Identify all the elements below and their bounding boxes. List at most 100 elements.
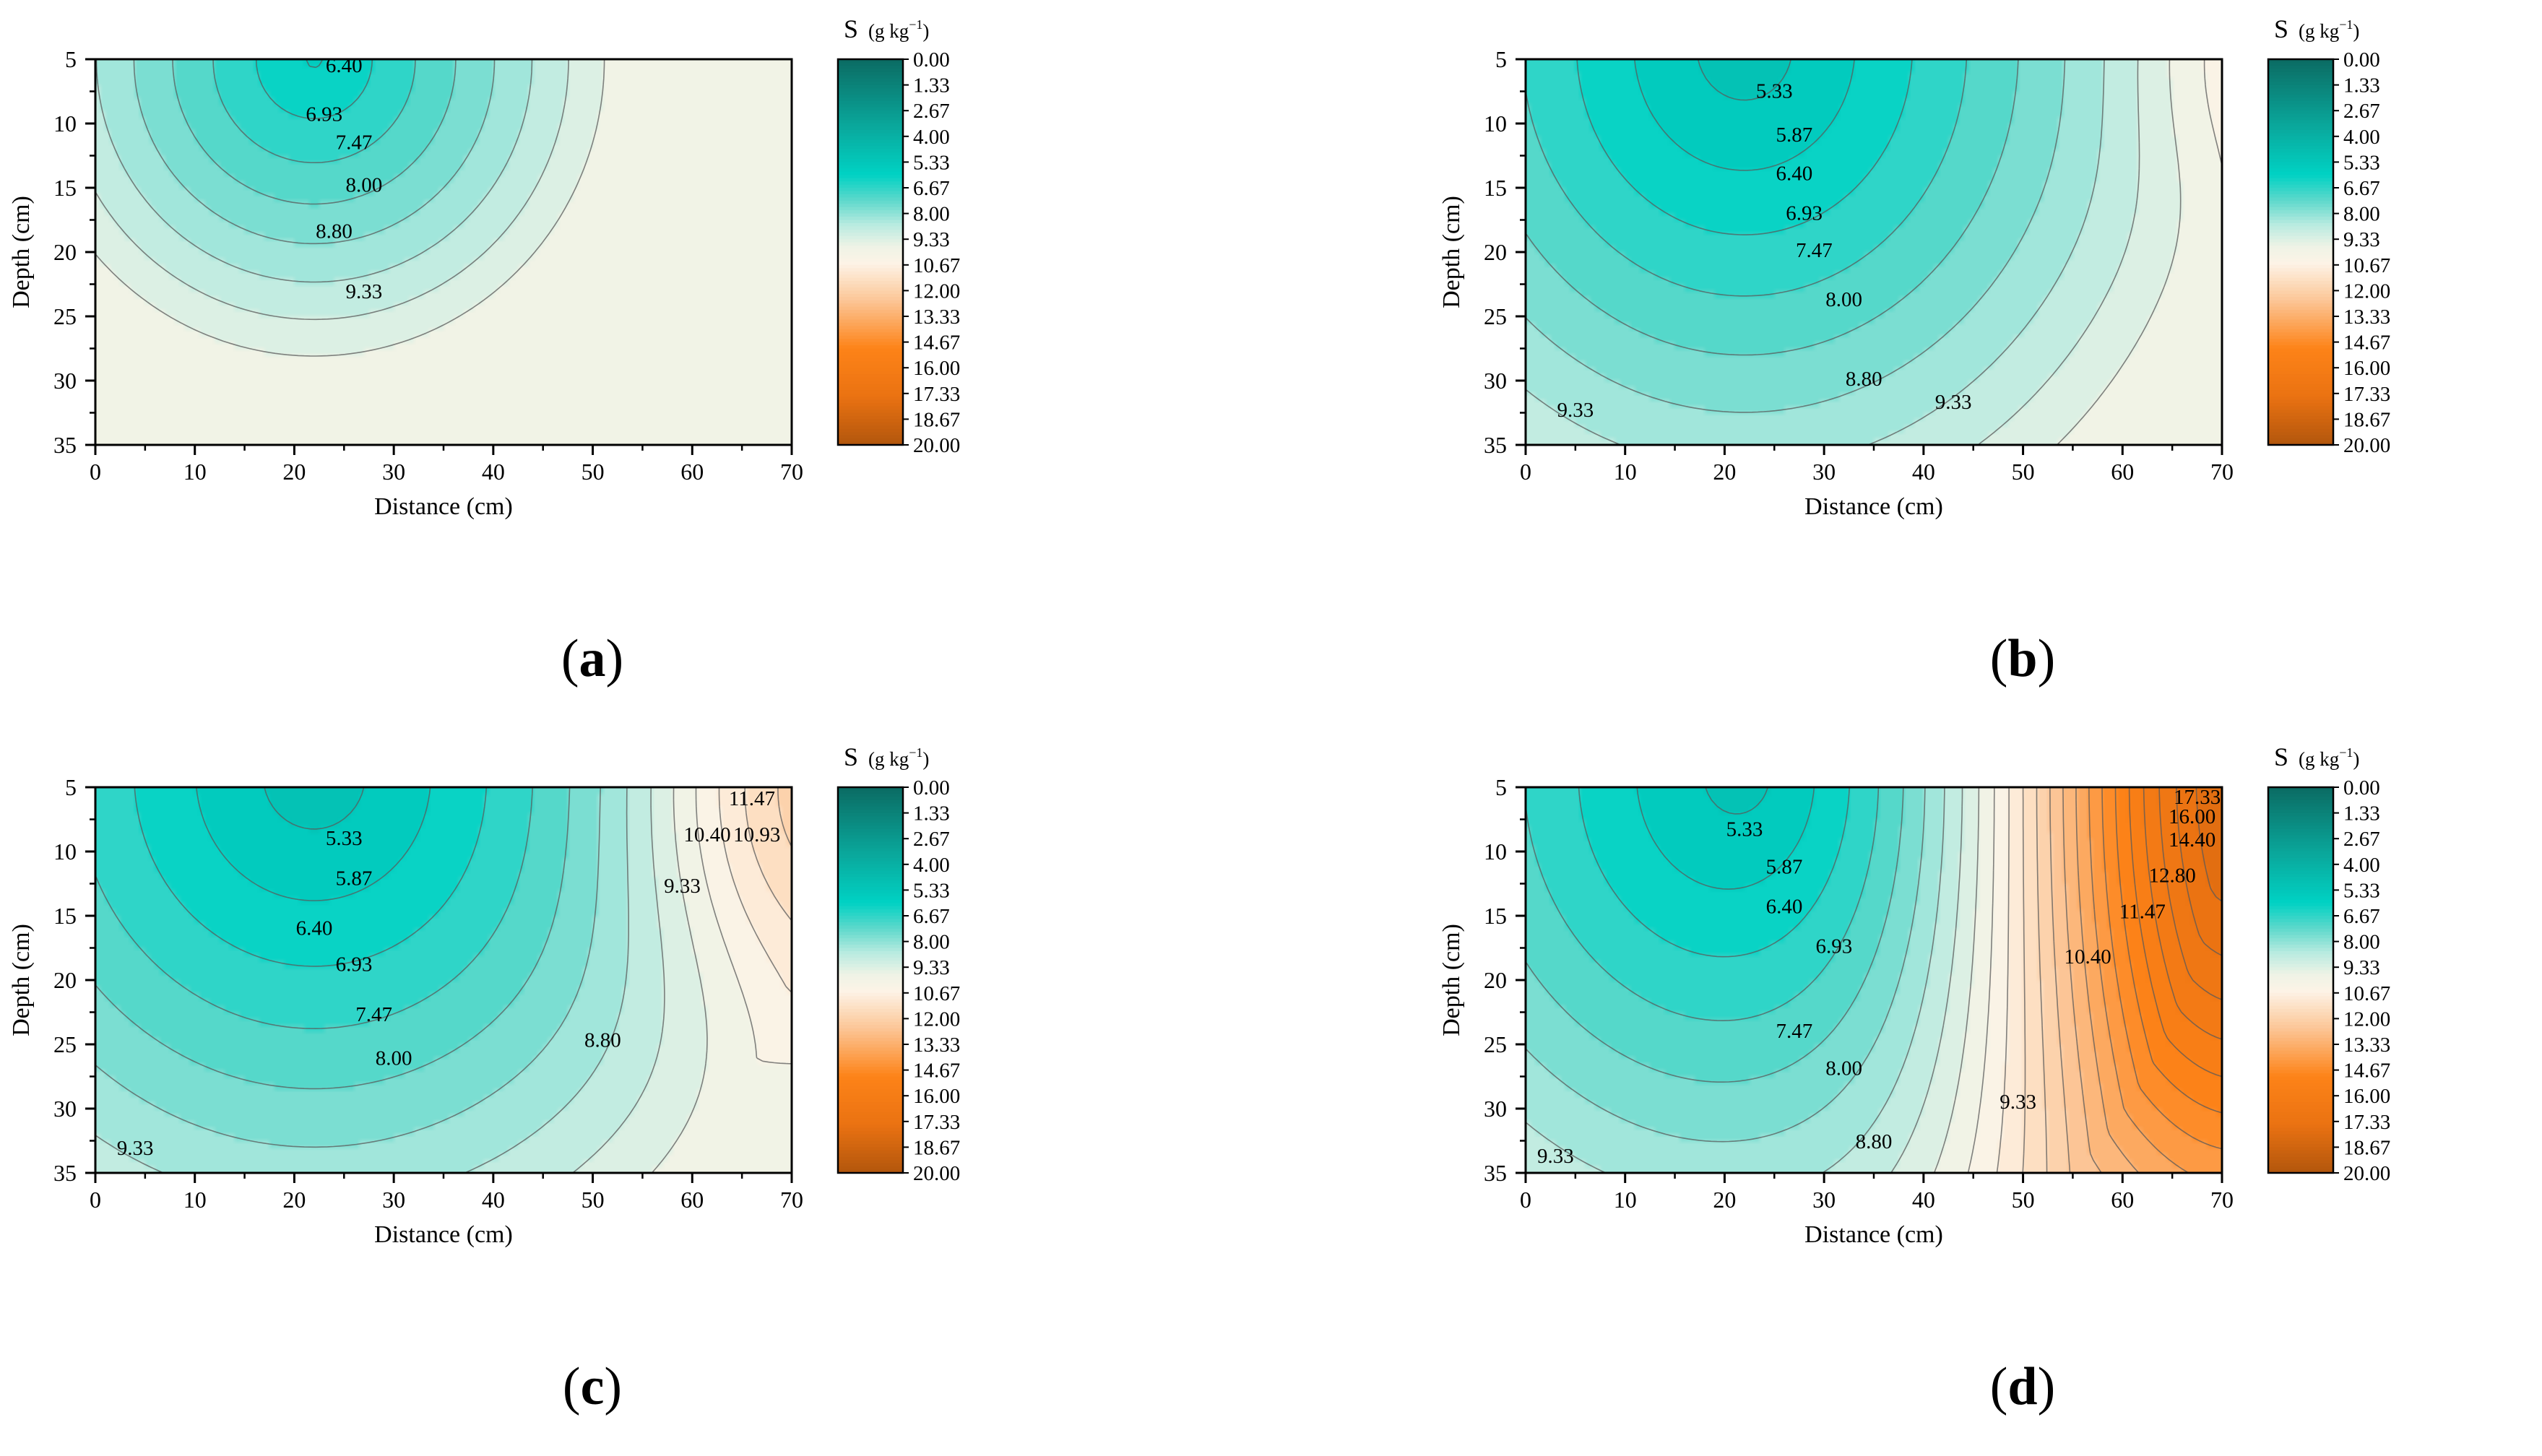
colorbar-unit: (g kg−1) — [2299, 17, 2359, 42]
colorbar-frame — [836, 786, 904, 1174]
contour-line-14 — [1525, 786, 1926, 1143]
colorbar-band — [838, 835, 903, 839]
colorbar-band — [2268, 117, 2333, 121]
colorbar-band — [838, 422, 903, 426]
colorbar-band — [2268, 332, 2333, 337]
colorbar-label-9: 12.00 — [2343, 1008, 2390, 1031]
heat-field — [95, 59, 792, 445]
colorbar-band — [838, 1067, 903, 1071]
colorbar-band — [838, 293, 903, 298]
colorbar-band — [2268, 75, 2333, 79]
colorbar-band — [838, 207, 903, 211]
colorbar-band — [2268, 1057, 2333, 1061]
colorbar-band — [838, 790, 903, 794]
colorbar-band — [838, 425, 903, 430]
contour-label-0: 5.33 — [326, 827, 363, 850]
colorbar-label-2: 2.67 — [2343, 100, 2380, 123]
colorbar-label-15: 20.00 — [913, 1162, 960, 1185]
contour-label-6: 8.80 — [1856, 1130, 1893, 1153]
contour-label-6: 8.80 — [584, 1029, 621, 1052]
colorbar-band — [2268, 146, 2333, 150]
colorbar-band — [838, 107, 903, 111]
colorbar-band — [2268, 812, 2333, 817]
colorbar-band — [838, 1060, 903, 1065]
colorbar-band — [838, 303, 903, 308]
colorbar-band — [2268, 136, 2333, 140]
colorbar-band — [838, 1076, 903, 1080]
y-tick-label: 10 — [1484, 110, 1507, 136]
colorbar-band — [838, 816, 903, 820]
contour-line-13 — [95, 786, 571, 1090]
y-tick-label: 30 — [1484, 1096, 1507, 1122]
colorbar-band — [838, 974, 903, 978]
contour-line-20 — [744, 787, 792, 922]
colorbar-band — [2268, 963, 2333, 968]
contour-label-5: 8.00 — [1825, 1057, 1862, 1080]
contour-label-4: 7.47 — [355, 1003, 392, 1026]
colorbar-band — [2268, 242, 2333, 246]
contour-label-5: 8.00 — [376, 1046, 412, 1070]
colorbar-band — [838, 822, 903, 826]
colorbar-band — [2268, 787, 2333, 792]
colorbar-band — [838, 1143, 903, 1148]
colorbar-band — [2268, 896, 2333, 901]
colorbar-label-12: 16.00 — [913, 1085, 960, 1108]
colorbar-band — [838, 1031, 903, 1036]
colorbar-label-3: 4.00 — [913, 126, 950, 149]
colorbar-band — [838, 129, 903, 134]
colorbar-band — [838, 1034, 903, 1039]
x-tick-label: 20 — [282, 459, 306, 485]
contour-line-16 — [572, 786, 665, 1174]
y-tick-label: 15 — [53, 175, 77, 201]
x-tick-label: 20 — [1713, 1187, 1736, 1213]
colorbar-band — [838, 178, 903, 182]
colorbar-band — [2268, 1138, 2333, 1142]
contour-line-25 — [2088, 786, 2189, 1174]
contour-label-6: 8.80 — [1846, 368, 1882, 391]
colorbar-band — [2268, 841, 2333, 846]
colorbar-band — [838, 220, 903, 224]
x-tick-label: 40 — [1912, 1187, 1935, 1213]
colorbar-label-15: 20.00 — [913, 434, 960, 457]
colorbar-band — [838, 368, 903, 372]
colorbar-band — [838, 1166, 903, 1171]
colorbar-band — [2268, 329, 2333, 333]
colorbar-band — [2268, 91, 2333, 95]
colorbar-label-5: 6.67 — [2343, 177, 2380, 200]
colorbar-band — [2268, 877, 2333, 881]
x-tick-label: 10 — [183, 459, 207, 485]
colorbar-band — [838, 1098, 903, 1103]
colorbar-band — [2268, 264, 2333, 269]
colorbar-label-5: 6.67 — [913, 177, 950, 200]
contour-line-14 — [95, 786, 601, 1148]
colorbar-band — [2268, 432, 2333, 436]
colorbar-label-6: 8.00 — [2343, 203, 2380, 226]
colorbar-label-0: 0.00 — [913, 48, 950, 72]
colorbar-band — [2268, 355, 2333, 359]
colorbar-band — [838, 980, 903, 984]
colorbar-band — [2268, 816, 2333, 820]
colorbar-label-11: 14.67 — [913, 332, 960, 355]
colorbar-band — [838, 188, 903, 192]
colorbar-band — [838, 258, 903, 262]
colorbar-band — [2268, 403, 2333, 407]
colorbar-band — [2268, 1160, 2333, 1164]
colorbar-band — [838, 1038, 903, 1042]
colorbar-band — [2268, 313, 2333, 317]
colorbar-band — [2268, 126, 2333, 131]
colorbar-band — [838, 1063, 903, 1067]
x-tick-label: 60 — [2111, 459, 2134, 485]
colorbar-band — [838, 255, 903, 259]
colorbar-band — [2268, 1156, 2333, 1161]
contour-line-19 — [718, 787, 792, 993]
colorbar-band — [2268, 880, 2333, 885]
colorbar-band — [2268, 874, 2333, 878]
colorbar-band — [2268, 419, 2333, 423]
contour-line-23 — [2062, 786, 2102, 1174]
contour-line-16 — [1977, 58, 2140, 446]
colorbar-band — [2268, 319, 2333, 324]
colorbar-band — [838, 793, 903, 797]
colorbar-band — [838, 1028, 903, 1032]
colorbar-label-10: 13.33 — [913, 306, 960, 329]
colorbar-band — [838, 239, 903, 243]
